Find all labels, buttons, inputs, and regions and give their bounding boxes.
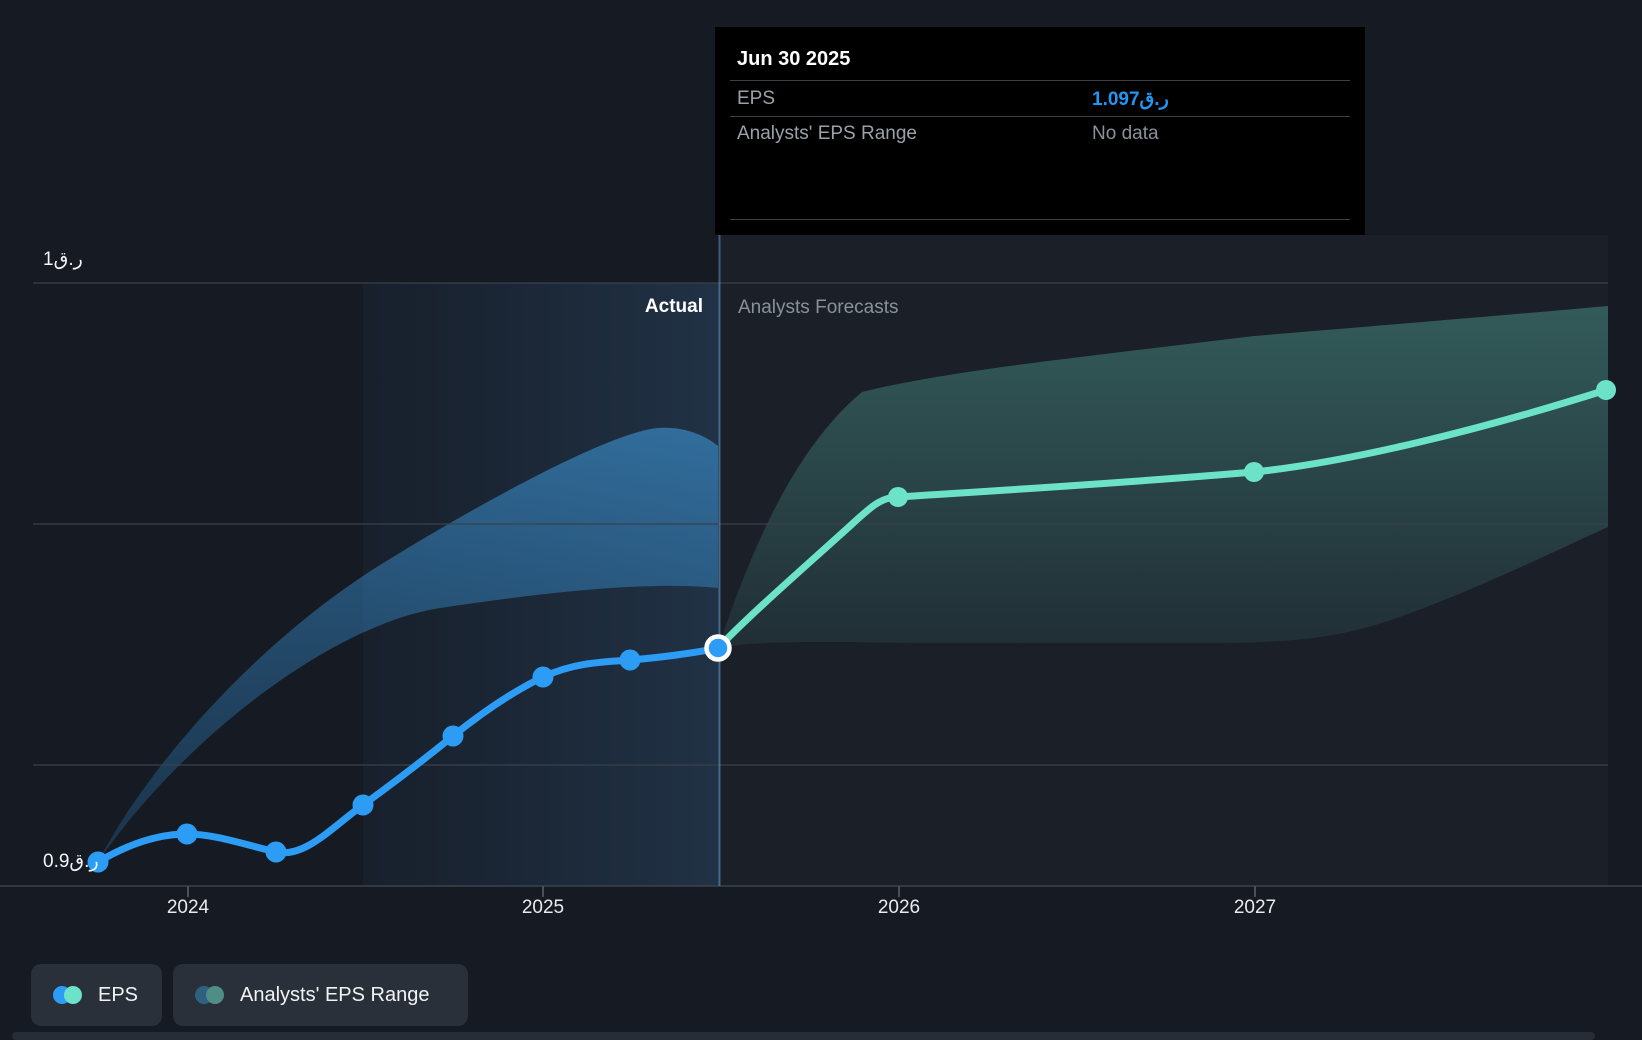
- gridlines: [33, 282, 1608, 766]
- legend-range-label: Analysts' EPS Range: [240, 983, 430, 1006]
- today-point[interactable]: [704, 634, 732, 662]
- x-tick-2027: 2027: [1233, 897, 1277, 918]
- data-point[interactable]: [442, 725, 464, 747]
- tooltip-eps-value: 1.097ر.ق: [1092, 89, 1169, 110]
- tooltip-divider: [730, 116, 1350, 117]
- tooltip-date: Jun 30 2025: [737, 48, 851, 70]
- legend-range-dots-icon: [195, 986, 224, 1004]
- tooltip-range-value: No data: [1092, 123, 1159, 144]
- tooltip-eps-label: EPS: [737, 88, 776, 109]
- tooltip-divider: [730, 219, 1350, 220]
- tooltip-divider: [730, 80, 1350, 81]
- legend-analysts-eps-range[interactable]: Analysts' EPS Range: [173, 964, 468, 1026]
- forecast-section-label: Analysts Forecasts: [738, 297, 899, 318]
- x-tick-2026: 2026: [877, 897, 921, 918]
- data-point[interactable]: [265, 841, 287, 863]
- data-point[interactable]: [1244, 462, 1264, 482]
- legend-eps-label: EPS: [98, 983, 139, 1006]
- data-point[interactable]: [532, 666, 554, 688]
- data-point[interactable]: [87, 851, 109, 873]
- legend-eps[interactable]: EPS: [31, 964, 162, 1026]
- data-point[interactable]: [1596, 380, 1616, 400]
- tooltip-range-label: Analysts' EPS Range: [737, 123, 917, 144]
- legend-eps-dots-icon: [53, 986, 82, 1004]
- eps-forecast-points[interactable]: [888, 380, 1616, 507]
- eps-actual-line: [94, 644, 722, 866]
- horizontal-scrollbar[interactable]: [12, 1032, 1595, 1040]
- data-point[interactable]: [176, 823, 198, 845]
- x-axis-ticks: [187, 886, 1256, 897]
- actual-section-label: Actual: [644, 296, 703, 317]
- y-axis-label-max: 1ر.ق: [43, 249, 83, 270]
- data-point[interactable]: [619, 649, 641, 671]
- eps-forecast-line: [714, 386, 1610, 652]
- x-tick-2025: 2025: [521, 897, 565, 918]
- y-axis-label-min: 0.9ر.ق: [43, 851, 99, 872]
- analysts-range-band-actual: [98, 427, 718, 862]
- eps-actual-points[interactable]: [87, 649, 641, 873]
- chart-tooltip: Jun 30 2025 EPS 1.097ر.ق Analysts' EPS R…: [715, 27, 1365, 235]
- data-point[interactable]: [352, 794, 374, 816]
- x-tick-2024: 2024: [166, 897, 210, 918]
- data-point[interactable]: [888, 487, 908, 507]
